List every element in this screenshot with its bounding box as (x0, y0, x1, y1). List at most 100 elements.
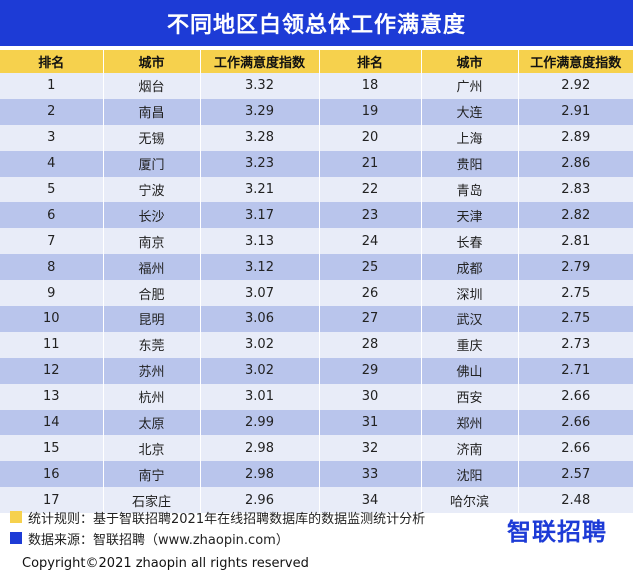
city-cell: 深圳 (421, 280, 519, 307)
index-cell: 3.21 (200, 176, 320, 203)
satisfaction-table: 排名 城市 工作满意度指数 排名 城市 工作满意度指数 1 烟台 3.32 18 广州 2.92 2 南… (0, 50, 633, 514)
rank-cell: 30 (319, 383, 422, 410)
rank-cell: 9 (0, 280, 104, 307)
table-row: 12 苏州 3.02 29 佛山 2.71 (0, 357, 633, 384)
table-row: 13 杭州 3.01 30 西安 2.66 (0, 383, 633, 410)
table-row: 2 南昌 3.29 19 大连 2.91 (0, 98, 633, 125)
header-rank-right: 排名 (319, 50, 422, 73)
index-cell: 2.99 (200, 409, 320, 436)
rank-cell: 16 (0, 461, 104, 488)
rank-cell: 23 (319, 202, 422, 229)
rank-cell: 14 (0, 409, 104, 436)
city-cell: 沈阳 (421, 461, 519, 488)
table-row: 11 东莞 3.02 28 重庆 2.73 (0, 331, 633, 358)
index-cell: 2.98 (200, 461, 320, 488)
rank-cell: 31 (319, 409, 422, 436)
index-cell: 2.81 (518, 228, 633, 255)
note-rule-text: 统计规则：基于智联招聘2021年在线招聘数据库的数据监测统计分析 (28, 511, 426, 527)
city-cell: 杭州 (103, 383, 201, 410)
rank-cell: 25 (319, 254, 422, 281)
note-rule: 统计规则：基于智联招聘2021年在线招聘数据库的数据监测统计分析 (10, 508, 426, 527)
city-cell: 西安 (421, 383, 519, 410)
rank-cell: 11 (0, 331, 104, 358)
rank-cell: 3 (0, 124, 104, 151)
table-row: 16 南宁 2.98 33 沈阳 2.57 (0, 461, 633, 488)
city-cell: 无锡 (103, 124, 201, 151)
table-row: 14 太原 2.99 31 郑州 2.66 (0, 409, 633, 436)
city-cell: 天津 (421, 202, 519, 229)
rank-cell: 33 (319, 461, 422, 488)
city-cell: 广州 (421, 73, 519, 99)
index-cell: 2.82 (518, 202, 633, 229)
index-cell: 2.79 (518, 254, 633, 281)
city-cell: 郑州 (421, 409, 519, 436)
table-row: 17 石家庄 2.96 34 哈尔滨 2.48 (0, 487, 633, 514)
city-cell: 太原 (103, 409, 201, 436)
index-cell: 3.29 (200, 98, 320, 125)
page-title: 不同地区白领总体工作满意度 (0, 0, 633, 46)
rank-cell: 19 (319, 98, 422, 125)
index-cell: 2.66 (518, 435, 633, 462)
table-row: 10 昆明 3.06 27 武汉 2.75 (0, 306, 633, 332)
city-cell: 合肥 (103, 280, 201, 307)
index-cell: 3.02 (200, 331, 320, 358)
rank-cell: 4 (0, 150, 104, 177)
city-cell: 大连 (421, 98, 519, 125)
index-cell: 2.75 (518, 280, 633, 307)
rank-cell: 8 (0, 254, 104, 281)
index-cell: 2.66 (518, 383, 633, 410)
rank-cell: 28 (319, 331, 422, 358)
index-cell: 2.57 (518, 461, 633, 488)
city-cell: 上海 (421, 124, 519, 151)
rank-cell: 2 (0, 98, 104, 125)
city-cell: 厦门 (103, 150, 201, 177)
header-index-right: 工作满意度指数 (518, 50, 633, 73)
rank-cell: 32 (319, 435, 422, 462)
index-cell: 3.13 (200, 228, 320, 255)
header-city-right: 城市 (421, 50, 519, 73)
header-city-left: 城市 (103, 50, 201, 73)
index-cell: 2.48 (518, 487, 633, 514)
header-rank-left: 排名 (0, 50, 104, 73)
index-cell: 3.07 (200, 280, 320, 307)
table-header-row: 排名 城市 工作满意度指数 排名 城市 工作满意度指数 (0, 50, 633, 73)
city-cell: 南宁 (103, 461, 201, 488)
index-cell: 3.06 (200, 306, 320, 332)
index-cell: 3.12 (200, 254, 320, 281)
index-cell: 3.17 (200, 202, 320, 229)
table-row: 1 烟台 3.32 18 广州 2.92 (0, 73, 633, 99)
table-row: 6 长沙 3.17 23 天津 2.82 (0, 202, 633, 229)
rank-cell: 12 (0, 357, 104, 384)
rank-cell: 13 (0, 383, 104, 410)
rank-cell: 34 (319, 487, 422, 514)
city-cell: 哈尔滨 (421, 487, 519, 514)
city-cell: 青岛 (421, 176, 519, 203)
index-cell: 2.71 (518, 357, 633, 384)
index-cell: 3.01 (200, 383, 320, 410)
index-cell: 2.73 (518, 331, 633, 358)
table-row: 7 南京 3.13 24 长春 2.81 (0, 228, 633, 255)
notes: 统计规则：基于智联招聘2021年在线招聘数据库的数据监测统计分析 数据来源：智联… (0, 508, 633, 550)
rank-cell: 1 (0, 73, 104, 99)
index-cell: 2.91 (518, 98, 633, 125)
copyright-footer: Copyright©2021 zhaopin all rights reserv… (0, 552, 633, 575)
table-row: 4 厦门 3.23 21 贵阳 2.86 (0, 150, 633, 177)
rank-cell: 21 (319, 150, 422, 177)
city-cell: 南昌 (103, 98, 201, 125)
rank-cell: 6 (0, 202, 104, 229)
city-cell: 重庆 (421, 331, 519, 358)
zhaopin-logo: 智联招聘 (507, 518, 607, 546)
yellow-square-icon (10, 511, 22, 523)
city-cell: 东莞 (103, 331, 201, 358)
city-cell: 苏州 (103, 357, 201, 384)
city-cell: 武汉 (421, 306, 519, 332)
index-cell: 2.75 (518, 306, 633, 332)
index-cell: 3.32 (200, 73, 320, 99)
table-row: 5 宁波 3.21 22 青岛 2.83 (0, 176, 633, 203)
city-cell: 南京 (103, 228, 201, 255)
index-cell: 3.02 (200, 357, 320, 384)
rank-cell: 29 (319, 357, 422, 384)
rank-cell: 27 (319, 306, 422, 332)
index-cell: 2.89 (518, 124, 633, 151)
note-source-text: 数据来源：智联招聘（www.zhaopin.com） (28, 532, 289, 548)
